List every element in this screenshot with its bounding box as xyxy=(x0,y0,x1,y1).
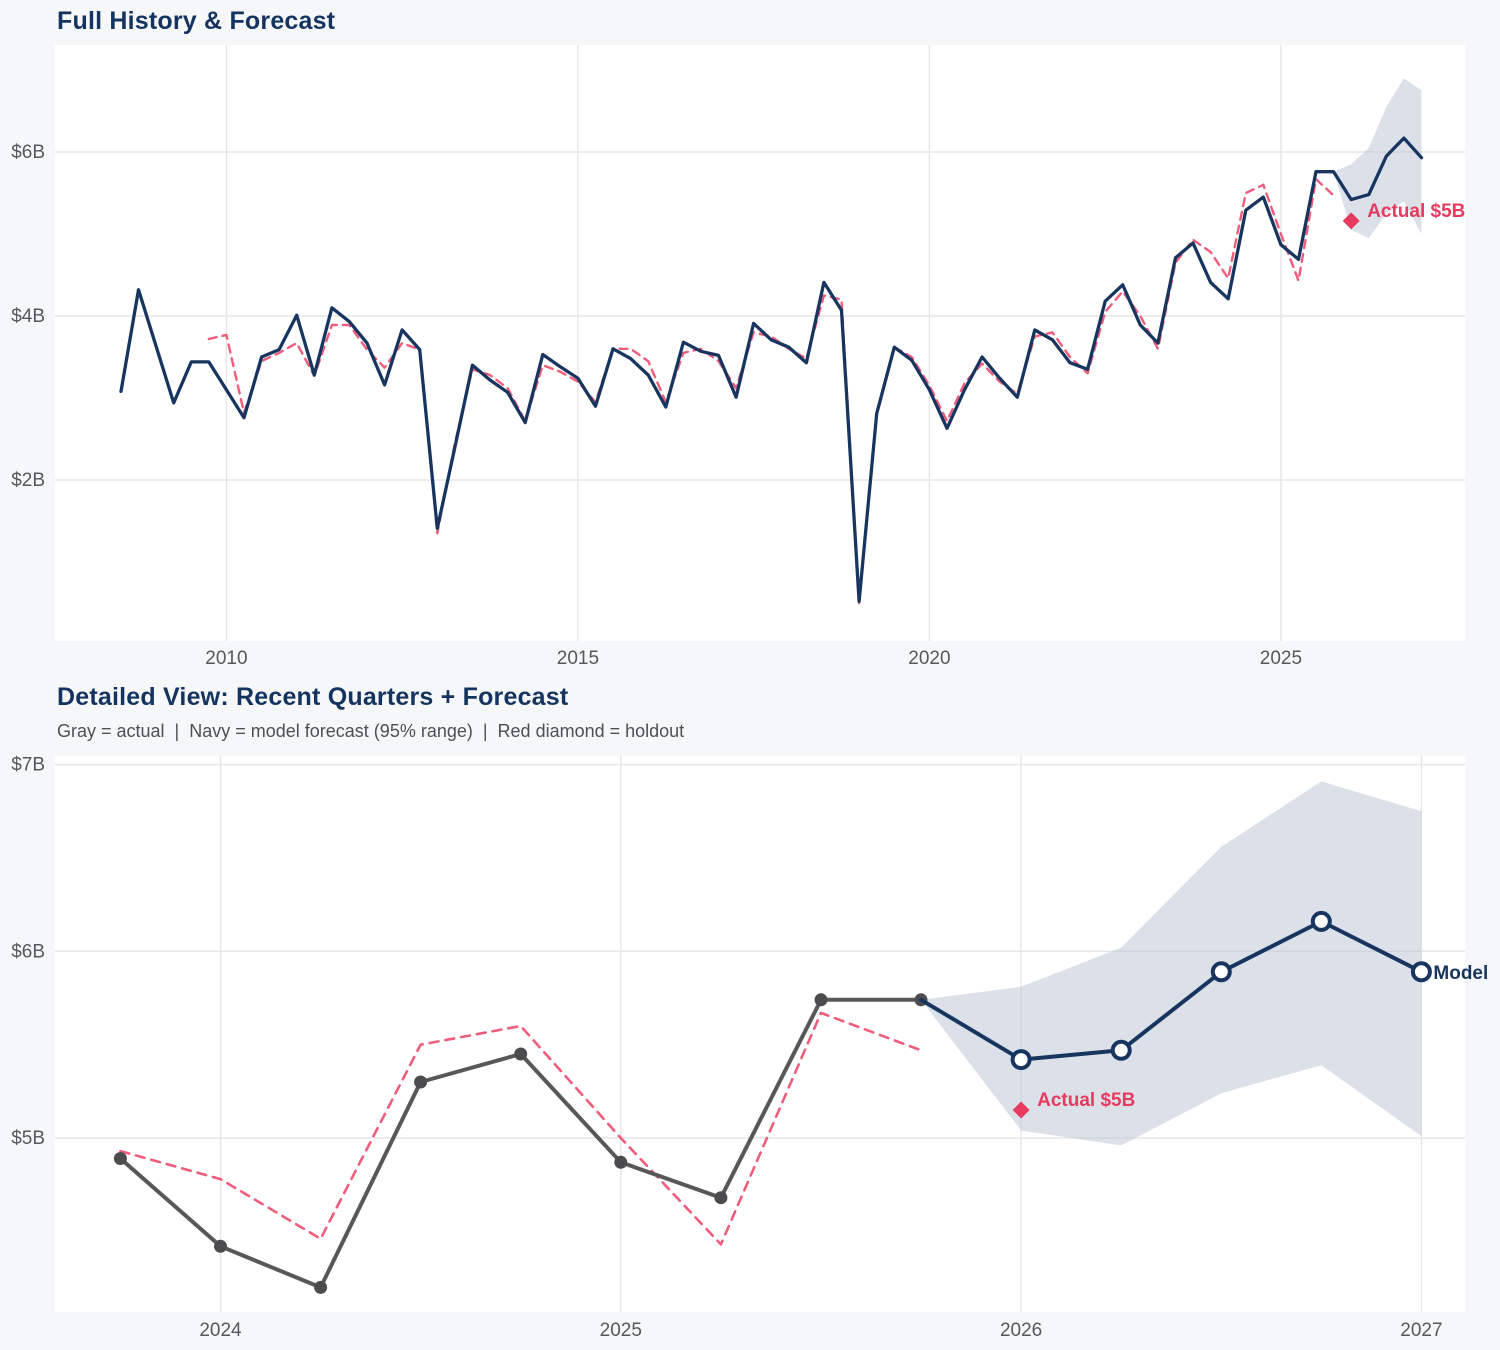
full-history-y-tick-label: $6B xyxy=(11,142,45,163)
full-history-holdout-diamond-icon xyxy=(1342,212,1360,230)
actual-line-point xyxy=(514,1047,528,1061)
actual-line-point xyxy=(614,1155,628,1169)
forecast-line-point xyxy=(1110,1039,1132,1061)
actual-line-point xyxy=(814,993,828,1007)
actual-line-point xyxy=(314,1280,328,1294)
full-history-y-tick-label: $4B xyxy=(11,306,45,327)
history-forecast-line xyxy=(119,136,1424,604)
full-history-x-tick-label: 2015 xyxy=(557,648,599,669)
detail-chart-legend-text: Gray = actual | Navy = model forecast (9… xyxy=(57,721,685,741)
forecast-line-point xyxy=(1210,961,1232,983)
actual-line-point xyxy=(214,1239,227,1253)
actual-line-point xyxy=(113,1152,127,1165)
full-history-x-tick-label: 2025 xyxy=(1260,648,1302,669)
forecast-line-point xyxy=(1010,1049,1032,1071)
actual-line-point xyxy=(714,1191,728,1205)
detail-view-y-tick-label: $7B xyxy=(11,755,45,776)
detail-view-x-tick-label: 2024 xyxy=(199,1320,242,1341)
forecast-line xyxy=(919,919,1424,1062)
detail-view-x-tick-label: 2027 xyxy=(1400,1320,1442,1341)
full-history-plot-area xyxy=(55,45,1465,641)
full-history-holdout-label: Actual $5B xyxy=(1367,201,1465,222)
detail-view-model-end-label: Model xyxy=(1433,963,1488,984)
detail-chart-title: Detailed View: Recent Quarters + Forecas… xyxy=(57,683,569,711)
detail-fit-line xyxy=(119,1011,923,1246)
detail-view-x-tick-label: 2025 xyxy=(600,1320,642,1341)
detail-view-holdout-diamond-icon xyxy=(1012,1101,1030,1119)
forecast-line-point xyxy=(1410,961,1432,983)
forecast-line-point xyxy=(1310,910,1332,932)
full-history-chart-title: Full History & Forecast xyxy=(57,7,336,35)
detail-view-holdout-label: Actual $5B xyxy=(1037,1090,1135,1111)
full-history-x-tick-label: 2020 xyxy=(908,648,950,669)
detail-view-y-tick-label: $5B xyxy=(11,1128,45,1149)
full-history-y-tick-label: $2B xyxy=(11,470,45,491)
actual-line-point xyxy=(414,1075,428,1089)
detail-view-confidence-band xyxy=(921,781,1422,1146)
detail-view-x-tick-label: 2026 xyxy=(1000,1320,1042,1341)
full-history-x-tick-label: 2010 xyxy=(205,648,247,669)
detail-view-y-tick-label: $6B xyxy=(11,941,45,962)
